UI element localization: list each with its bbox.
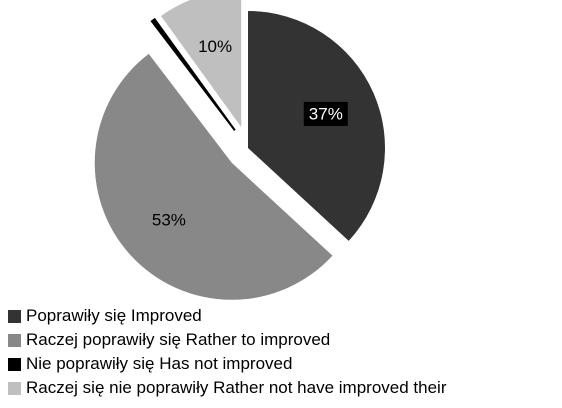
pie-slice-improved (248, 11, 385, 241)
data-label-rather-not-improved: 10% (198, 37, 232, 56)
pie-slice-rather-not-improved (160, 0, 242, 128)
legend-item-not-improved: Nie poprawiły się Has not improved (8, 352, 560, 376)
data-label-bg-improved (303, 101, 348, 126)
legend-item-improved: Poprawiły się Improved (8, 304, 560, 328)
legend-swatch-not-improved (8, 357, 21, 371)
legend-swatch-improved (8, 309, 21, 323)
pie-chart: 37% 53% 10% (94, 0, 385, 300)
legend-item-rather-not-improved: Raczej się nie poprawiły Rather not have… (8, 376, 560, 400)
legend-item-rather-improved: Raczej poprawiły się Rather to improved (8, 328, 560, 352)
data-label-rather-improved: 53% (152, 210, 186, 229)
legend-label-improved: Poprawiły się Improved (26, 306, 202, 325)
data-label-improved: 37% (309, 104, 343, 123)
legend-label-rather-not-improved: Raczej się nie poprawiły Rather not have… (26, 378, 447, 397)
pie-slice-not-improved (150, 17, 236, 131)
pie-slice-rather-improved (94, 53, 333, 300)
legend-label-rather-improved: Raczej poprawiły się Rather to improved (26, 330, 331, 349)
legend-swatch-rather-not-improved (8, 381, 21, 395)
legend-label-not-improved: Nie poprawiły się Has not improved (26, 354, 293, 373)
legend-swatch-rather-improved (8, 333, 21, 347)
chart-legend: Poprawiły się Improved Raczej poprawiły … (8, 304, 560, 400)
